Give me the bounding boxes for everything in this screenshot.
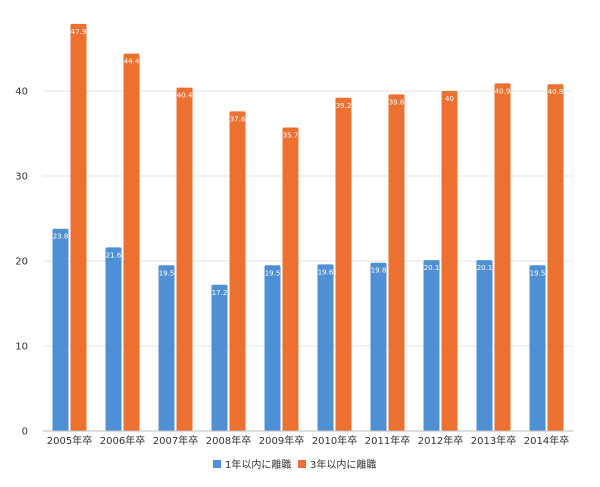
x-axis-ticks: 2005年卒 2006年卒 2007年卒 2008年卒 2009年卒 2010年卒 2011… (47, 434, 569, 447)
y-axis-ticks: 0 10 20 30 40 (15, 87, 28, 438)
bar-1year (158, 265, 175, 431)
bar-3year (176, 87, 193, 431)
legend-swatch-3year (298, 460, 306, 468)
data-label: 19.5 (265, 269, 281, 277)
bar-3year (494, 83, 511, 431)
x-tick-label: 2007年卒 (153, 434, 198, 447)
bar-3year (441, 91, 458, 431)
data-label: 19.5 (159, 269, 175, 277)
data-label: 40.8 (548, 88, 564, 96)
legend: 1年以内に離職 3年以内に離職 (213, 458, 376, 471)
x-tick-label: 2012年卒 (418, 434, 463, 447)
data-label: 47.9 (71, 28, 87, 36)
x-tick-label: 2013年卒 (471, 434, 516, 447)
bar-3year (282, 127, 299, 432)
x-tick-label: 2014年卒 (524, 434, 569, 447)
x-tick-label: 2011年卒 (365, 434, 410, 447)
y-tick-label: 10 (15, 342, 28, 353)
bars: 23.8 47.9 21.6 44.4 19.5 40.4 17.2 37.6 19.5 35.7… (52, 23, 564, 432)
data-label: 21.6 (106, 251, 122, 259)
data-label: 40.4 (177, 92, 193, 100)
legend-label-3year: 3年以内に離職 (310, 458, 376, 471)
data-label: 37.6 (230, 115, 246, 123)
bar-3year (70, 23, 87, 431)
data-label: 19.8 (371, 267, 387, 275)
bar-1year (264, 265, 281, 431)
bar-1year (52, 228, 69, 431)
data-label: 40.9 (495, 87, 511, 95)
bar-1year (529, 265, 546, 431)
data-label: 44.4 (124, 58, 140, 66)
data-label: 39.2 (336, 102, 352, 110)
x-tick-label: 2009年卒 (259, 434, 304, 447)
bar-1year (105, 247, 122, 431)
x-tick-label: 2006年卒 (100, 434, 145, 447)
bar-3year (388, 94, 405, 432)
x-tick-label: 2010年卒 (312, 434, 357, 447)
bar-3year (229, 111, 246, 432)
data-label: 35.7 (283, 132, 299, 140)
y-tick-label: 40 (15, 87, 28, 98)
bar-3year (123, 53, 140, 431)
data-label: 19.6 (318, 268, 334, 276)
y-tick-label: 0 (22, 427, 28, 438)
data-label: 17.2 (212, 289, 228, 297)
bar-1year (476, 260, 493, 431)
data-label: 23.8 (53, 233, 69, 241)
x-tick-label: 2008年卒 (206, 434, 251, 447)
bar-1year (317, 264, 334, 431)
y-tick-label: 30 (15, 172, 28, 183)
bar-1year (423, 260, 440, 431)
bar-1year (370, 262, 387, 431)
data-label: 19.5 (530, 269, 546, 277)
x-tick-label: 2005年卒 (47, 434, 92, 447)
bar-3year (335, 97, 352, 432)
y-tick-label: 20 (15, 257, 28, 268)
legend-label-1year: 1年以内に離職 (225, 458, 291, 471)
data-label: 40 (445, 95, 454, 103)
data-label: 39.6 (389, 98, 405, 106)
legend-swatch-1year (213, 460, 221, 468)
bar-3year (547, 84, 564, 431)
data-label: 20.1 (424, 264, 440, 272)
data-label: 20.1 (477, 264, 493, 272)
grid-lines (43, 90, 573, 347)
bar-1year (211, 284, 228, 431)
